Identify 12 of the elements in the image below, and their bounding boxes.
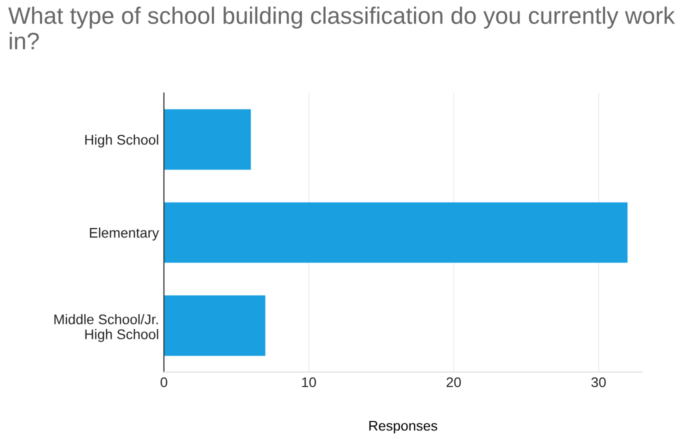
y-tick-label: Middle School/Jr. High School (54, 314, 158, 342)
bar (164, 202, 628, 263)
bar (164, 295, 266, 356)
x-axis-title: Responses (369, 420, 438, 434)
x-tick-label: 10 (302, 377, 316, 388)
y-tick-label: Elementary (90, 228, 160, 240)
x-tick-label: 20 (446, 377, 461, 388)
chart-title: What type of school building classification do you currently work in? (8, 6, 675, 50)
y-tick-label: High School (85, 134, 158, 148)
bar (164, 109, 251, 170)
x-tick-label: 30 (591, 377, 606, 388)
x-tick-label: 0 (160, 377, 168, 388)
